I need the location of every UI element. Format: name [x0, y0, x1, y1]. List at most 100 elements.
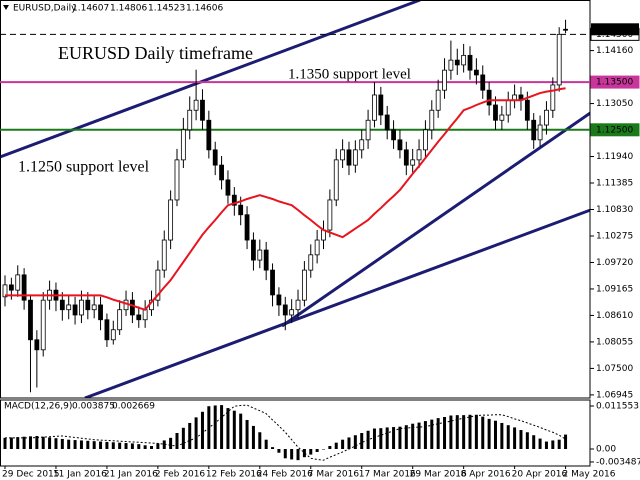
- candle-body: [550, 84, 556, 111]
- candle-body: [231, 194, 237, 206]
- x-tick-label: 24 Feb 2016: [257, 470, 313, 480]
- histogram-bar: [322, 448, 325, 450]
- candle-body: [8, 284, 14, 291]
- histogram-bar: [436, 418, 440, 449]
- histogram-bar: [22, 436, 26, 449]
- histogram-bar: [455, 415, 459, 449]
- histogram-bar: [372, 428, 376, 449]
- histogram-bar: [73, 440, 77, 449]
- histogram-bar: [532, 435, 536, 449]
- histogram-bar: [99, 441, 103, 449]
- candle-body: [486, 89, 492, 106]
- candle-body: [524, 99, 530, 121]
- candle-body: [276, 294, 282, 306]
- histogram-bar: [398, 426, 402, 449]
- histogram-bar: [296, 448, 300, 461]
- histogram-bar: [48, 437, 52, 449]
- histogram-bar: [334, 442, 338, 449]
- candle-body: [66, 304, 72, 311]
- histogram-bar: [105, 441, 109, 449]
- histogram-bar: [16, 437, 20, 449]
- histogram-bar: [525, 432, 529, 449]
- moving-average: [5, 87, 566, 311]
- y-tick-label: 1.11940: [596, 152, 633, 162]
- candle-body: [423, 129, 428, 151]
- menu-icon[interactable]: [3, 5, 9, 10]
- candle-body: [180, 129, 186, 161]
- histogram-bar: [188, 422, 192, 449]
- candle-body: [544, 109, 549, 126]
- level-label-box: [590, 75, 640, 89]
- histogram-bar: [258, 432, 262, 449]
- y-tick-label: 1.09720: [596, 258, 633, 268]
- histogram-bar: [118, 442, 122, 449]
- histogram-bar: [283, 448, 287, 459]
- histogram-bar: [28, 436, 32, 449]
- histogram-bar: [544, 441, 548, 449]
- candle-body: [352, 149, 358, 166]
- ohlc-value: 1.14607: [72, 4, 109, 14]
- histogram-bar: [417, 422, 421, 449]
- candle-body: [28, 299, 33, 341]
- candle-body: [219, 164, 224, 181]
- candle-body: [34, 339, 40, 351]
- level-annotation: 1.1250 support level: [18, 159, 150, 176]
- candle-body: [556, 33, 562, 86]
- histogram-bar: [360, 433, 364, 449]
- histogram-bar: [315, 448, 319, 452]
- histogram-bar: [194, 417, 198, 449]
- histogram-bar: [213, 405, 217, 449]
- histogram-bar: [92, 441, 96, 449]
- histogram-bar: [538, 438, 542, 449]
- candle-body: [21, 274, 27, 301]
- y-tick-label: -0.003487: [596, 457, 640, 467]
- histogram-bar: [557, 439, 561, 449]
- candle-body: [372, 94, 377, 121]
- indicator-value: 0.003875: [72, 402, 115, 412]
- histogram-bar: [181, 427, 185, 449]
- candle-body: [40, 299, 46, 351]
- histogram-bar: [200, 411, 204, 449]
- candle-body: [340, 149, 346, 161]
- histogram-bar: [411, 423, 415, 449]
- x-tick-label: 12 Feb 2016: [206, 470, 262, 480]
- candle-body: [155, 269, 161, 301]
- candle-body: [142, 309, 148, 321]
- candle-body: [378, 94, 384, 116]
- histogram-bar: [347, 437, 351, 449]
- histogram-bar: [245, 419, 249, 449]
- candle-body: [384, 114, 390, 131]
- trend-line: [281, 111, 590, 328]
- candle-body: [493, 104, 498, 121]
- histogram-bar: [239, 413, 243, 449]
- candle-body: [473, 69, 479, 76]
- x-tick-label: 29 Dec 2015: [2, 470, 60, 480]
- histogram-bar: [264, 439, 268, 449]
- candle-body: [365, 119, 371, 141]
- histogram-bar: [328, 446, 332, 449]
- y-tick-label: 1.14160: [596, 46, 633, 56]
- candle-body: [270, 269, 275, 296]
- chart-title: EURUSD Daily timeframe: [58, 43, 253, 63]
- candle-body: [467, 54, 473, 71]
- candle-body: [435, 89, 441, 111]
- candle-body: [505, 99, 511, 116]
- y-tick-label: 1.07500: [596, 364, 633, 374]
- candle-body: [289, 309, 295, 316]
- x-tick-label: 2 Feb 2016: [155, 470, 206, 480]
- histogram-bar: [220, 405, 224, 449]
- candle-body: [537, 124, 543, 141]
- candle-body: [174, 159, 180, 201]
- histogram-bar: [290, 448, 294, 460]
- histogram-bar: [60, 438, 64, 449]
- histogram-bar: [162, 440, 166, 449]
- candle-body: [104, 319, 110, 341]
- y-tick-label: 1.10275: [596, 231, 633, 241]
- candle-body: [251, 239, 256, 261]
- histogram-bar: [9, 437, 13, 449]
- candle-body: [168, 199, 174, 241]
- histogram-bar: [353, 435, 357, 449]
- histogram-bar: [506, 425, 510, 449]
- histogram-bar: [3, 437, 7, 449]
- candle-body: [403, 149, 409, 166]
